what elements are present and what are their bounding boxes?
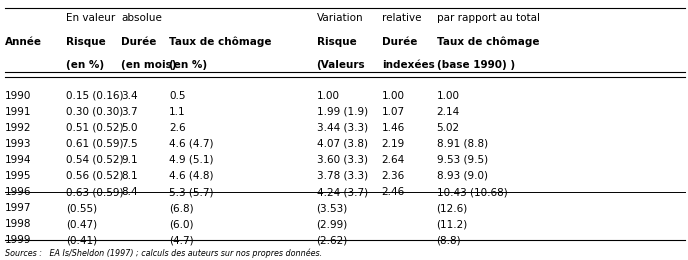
Text: En valeur: En valeur <box>67 13 116 23</box>
Text: 7.5: 7.5 <box>121 139 138 149</box>
Text: Variation: Variation <box>316 13 363 23</box>
Text: 1990: 1990 <box>5 90 31 101</box>
Text: (6.0): (6.0) <box>169 219 194 229</box>
Text: (12.6): (12.6) <box>436 203 468 213</box>
Text: (0.47): (0.47) <box>67 219 98 229</box>
Text: 8.4: 8.4 <box>121 187 138 197</box>
Text: 0.63 (0.59): 0.63 (0.59) <box>67 187 124 197</box>
Text: 4.6 (4.8): 4.6 (4.8) <box>169 171 214 181</box>
Text: 1997: 1997 <box>5 203 32 213</box>
Text: 0.30 (0.30): 0.30 (0.30) <box>67 107 124 117</box>
Text: (6.8): (6.8) <box>169 203 194 213</box>
Text: 4.07 (3.8): 4.07 (3.8) <box>316 139 367 149</box>
Text: Durée: Durée <box>121 37 157 47</box>
Text: Année: Année <box>5 37 42 47</box>
Text: 3.78 (3.3): 3.78 (3.3) <box>316 171 367 181</box>
Text: (0.55): (0.55) <box>67 203 98 213</box>
Text: 2.6: 2.6 <box>169 123 186 133</box>
Text: 8.1: 8.1 <box>121 171 138 181</box>
Text: 4.24 (3.7): 4.24 (3.7) <box>316 187 367 197</box>
Text: (11.2): (11.2) <box>436 219 468 229</box>
Text: Taux de chômage: Taux de chômage <box>169 37 272 47</box>
Text: 3.44 (3.3): 3.44 (3.3) <box>316 123 367 133</box>
Text: indexées: indexées <box>382 60 434 70</box>
Text: 5.02: 5.02 <box>436 123 460 133</box>
Text: 5.3 (5.7): 5.3 (5.7) <box>169 187 214 197</box>
Text: 0.5: 0.5 <box>169 90 186 101</box>
Text: 2.14: 2.14 <box>436 107 460 117</box>
Text: 1.1: 1.1 <box>169 107 186 117</box>
Text: 1996: 1996 <box>5 187 32 197</box>
Text: (en %): (en %) <box>67 60 105 70</box>
Text: 4.6 (4.7): 4.6 (4.7) <box>169 139 214 149</box>
Text: 0.61 (0.59): 0.61 (0.59) <box>67 139 124 149</box>
Text: (en %): (en %) <box>169 60 207 70</box>
Text: (0.41): (0.41) <box>67 235 98 245</box>
Text: Sources :   EA Is/Sheldon (1997) ; calculs des auteurs sur nos propres données.: Sources : EA Is/Sheldon (1997) ; calculs… <box>5 248 322 258</box>
Text: Risque: Risque <box>316 37 356 47</box>
Text: 5.0: 5.0 <box>121 123 138 133</box>
Text: 1991: 1991 <box>5 107 32 117</box>
Text: 9.53 (9.5): 9.53 (9.5) <box>436 155 488 165</box>
Text: 1999: 1999 <box>5 235 32 245</box>
Text: 0.56 (0.52): 0.56 (0.52) <box>67 171 124 181</box>
Text: 3.60 (3.3): 3.60 (3.3) <box>316 155 367 165</box>
Text: 1.00: 1.00 <box>316 90 340 101</box>
Text: (base 1990) ): (base 1990) ) <box>436 60 515 70</box>
Text: 1998: 1998 <box>5 219 32 229</box>
Text: (2.62): (2.62) <box>316 235 348 245</box>
Text: 10.43 (10.68): 10.43 (10.68) <box>436 187 507 197</box>
Text: 1993: 1993 <box>5 139 32 149</box>
Text: 2.36: 2.36 <box>382 171 405 181</box>
Text: 0.51 (0.52): 0.51 (0.52) <box>67 123 124 133</box>
Text: (8.8): (8.8) <box>436 235 461 245</box>
Text: (3.53): (3.53) <box>316 203 348 213</box>
Text: 1.00: 1.00 <box>436 90 460 101</box>
Text: absolue: absolue <box>121 13 162 23</box>
Text: (Valeurs: (Valeurs <box>316 60 365 70</box>
Text: (2.99): (2.99) <box>316 219 348 229</box>
Text: (en mois): (en mois) <box>121 60 177 70</box>
Text: relative: relative <box>382 13 421 23</box>
Text: 1992: 1992 <box>5 123 32 133</box>
Text: 2.19: 2.19 <box>382 139 405 149</box>
Text: 9.1: 9.1 <box>121 155 138 165</box>
Text: 1995: 1995 <box>5 171 32 181</box>
Text: 1.00: 1.00 <box>382 90 405 101</box>
Text: 4.9 (5.1): 4.9 (5.1) <box>169 155 214 165</box>
Text: Durée: Durée <box>382 37 417 47</box>
Text: 0.54 (0.52): 0.54 (0.52) <box>67 155 124 165</box>
Text: 3.7: 3.7 <box>121 107 138 117</box>
Text: par rapport au total: par rapport au total <box>436 13 539 23</box>
Text: 1.07: 1.07 <box>382 107 405 117</box>
Text: 8.93 (9.0): 8.93 (9.0) <box>436 171 488 181</box>
Text: 8.91 (8.8): 8.91 (8.8) <box>436 139 488 149</box>
Text: 1.46: 1.46 <box>382 123 405 133</box>
Text: (4.7): (4.7) <box>169 235 194 245</box>
Text: 2.46: 2.46 <box>382 187 405 197</box>
Text: 2.64: 2.64 <box>382 155 405 165</box>
Text: 1.99 (1.9): 1.99 (1.9) <box>316 107 367 117</box>
Text: Taux de chômage: Taux de chômage <box>436 37 539 47</box>
Text: Risque: Risque <box>67 37 106 47</box>
Text: 1994: 1994 <box>5 155 32 165</box>
Text: 3.4: 3.4 <box>121 90 138 101</box>
Text: 0.15 (0.16): 0.15 (0.16) <box>67 90 124 101</box>
